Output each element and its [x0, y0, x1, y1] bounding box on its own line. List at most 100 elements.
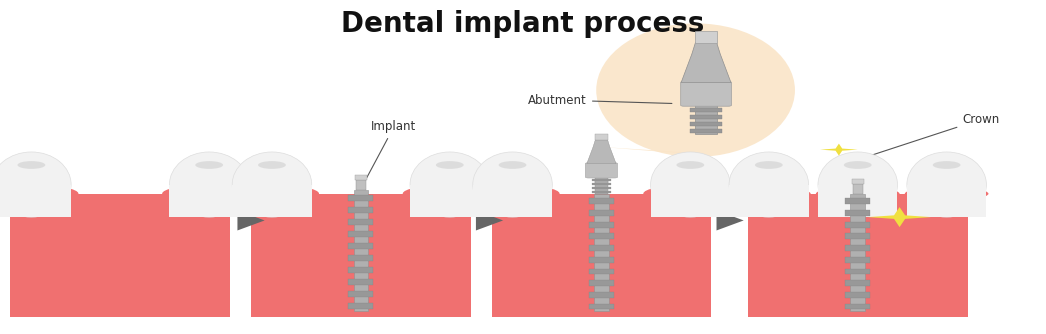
Bar: [348, 231, 373, 237]
Bar: [852, 184, 863, 194]
Bar: [845, 304, 870, 309]
Ellipse shape: [436, 161, 463, 169]
Bar: [595, 179, 608, 184]
Ellipse shape: [933, 161, 960, 169]
Bar: [589, 292, 614, 298]
Polygon shape: [587, 140, 616, 164]
Bar: [845, 233, 870, 239]
Bar: [10, 194, 230, 317]
Ellipse shape: [232, 152, 312, 217]
Bar: [845, 292, 870, 298]
Bar: [850, 194, 865, 311]
Bar: [348, 207, 373, 213]
Ellipse shape: [0, 152, 71, 217]
Ellipse shape: [905, 187, 988, 200]
Bar: [589, 245, 614, 251]
Bar: [473, 184, 552, 217]
Polygon shape: [237, 210, 265, 230]
Bar: [589, 280, 614, 286]
Polygon shape: [476, 210, 503, 230]
Bar: [845, 245, 870, 251]
Bar: [232, 184, 312, 217]
Bar: [589, 304, 614, 309]
Bar: [651, 184, 730, 217]
Bar: [907, 184, 986, 217]
Bar: [348, 243, 373, 249]
Polygon shape: [820, 144, 858, 156]
Polygon shape: [717, 210, 744, 230]
Bar: [589, 210, 614, 216]
Bar: [356, 180, 366, 190]
Ellipse shape: [403, 185, 497, 203]
Polygon shape: [868, 207, 931, 227]
Bar: [589, 233, 614, 239]
Bar: [410, 184, 490, 217]
Bar: [845, 269, 870, 275]
Bar: [589, 222, 614, 228]
Bar: [845, 210, 870, 216]
Ellipse shape: [816, 187, 900, 200]
Bar: [592, 179, 611, 181]
Bar: [595, 134, 608, 140]
Ellipse shape: [18, 161, 45, 169]
Ellipse shape: [410, 152, 490, 217]
Bar: [592, 187, 611, 189]
Bar: [690, 115, 722, 119]
Bar: [592, 191, 611, 193]
Bar: [348, 255, 373, 261]
Ellipse shape: [729, 152, 809, 217]
Text: Abutment: Abutment: [528, 94, 672, 107]
Bar: [0, 184, 71, 217]
Ellipse shape: [169, 152, 249, 217]
Ellipse shape: [651, 152, 730, 217]
Text: Crown: Crown: [871, 113, 1000, 155]
Bar: [818, 184, 897, 217]
Bar: [595, 177, 608, 194]
Ellipse shape: [465, 185, 560, 203]
Bar: [596, 184, 607, 194]
Bar: [348, 219, 373, 225]
Bar: [690, 129, 722, 133]
Bar: [696, 105, 717, 134]
Ellipse shape: [162, 185, 256, 203]
Ellipse shape: [727, 187, 811, 200]
Ellipse shape: [844, 161, 871, 169]
Bar: [348, 303, 373, 309]
FancyBboxPatch shape: [586, 163, 617, 178]
Ellipse shape: [225, 185, 319, 203]
Bar: [748, 194, 968, 317]
Bar: [492, 194, 711, 317]
Bar: [845, 198, 870, 204]
Ellipse shape: [473, 152, 552, 217]
Bar: [851, 179, 864, 184]
Ellipse shape: [196, 161, 223, 169]
Bar: [690, 122, 722, 126]
Bar: [348, 267, 373, 273]
Bar: [348, 279, 373, 285]
Bar: [589, 257, 614, 263]
Ellipse shape: [818, 152, 897, 217]
Bar: [251, 194, 471, 317]
Polygon shape: [681, 43, 731, 82]
Bar: [348, 291, 373, 297]
FancyBboxPatch shape: [681, 81, 731, 106]
Bar: [845, 222, 870, 228]
Bar: [690, 108, 722, 112]
Bar: [696, 31, 717, 43]
Ellipse shape: [0, 185, 78, 203]
Polygon shape: [601, 147, 706, 154]
Ellipse shape: [677, 161, 704, 169]
Bar: [355, 175, 367, 180]
Ellipse shape: [258, 161, 286, 169]
Bar: [845, 257, 870, 263]
Ellipse shape: [907, 152, 986, 217]
Bar: [845, 280, 870, 286]
Bar: [354, 190, 368, 311]
Ellipse shape: [755, 161, 782, 169]
Ellipse shape: [596, 23, 795, 157]
Text: Dental implant process: Dental implant process: [341, 10, 705, 38]
Text: Implant: Implant: [362, 120, 416, 186]
Bar: [592, 183, 611, 185]
Bar: [589, 198, 614, 204]
Ellipse shape: [643, 185, 737, 203]
